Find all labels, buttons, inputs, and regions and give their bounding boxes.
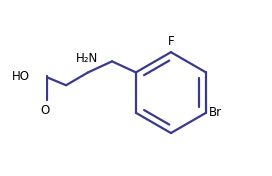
Text: F: F (168, 34, 174, 48)
Text: Br: Br (209, 106, 222, 119)
Text: HO: HO (12, 70, 30, 83)
Text: H₂N: H₂N (76, 52, 98, 65)
Text: O: O (41, 104, 50, 117)
